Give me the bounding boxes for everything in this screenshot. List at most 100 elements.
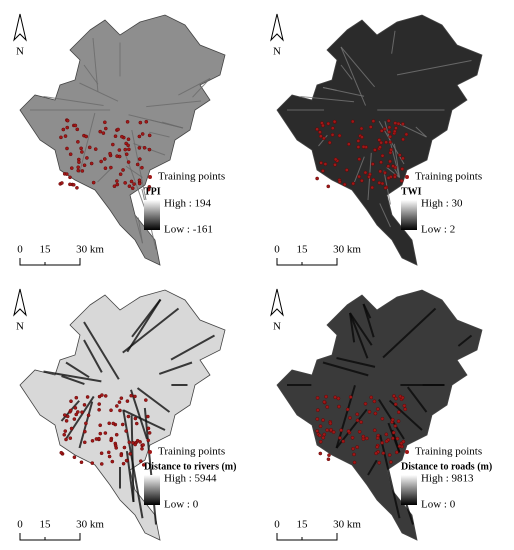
training-point: [109, 438, 113, 443]
training-point: [99, 451, 104, 456]
texture-line: [406, 386, 428, 413]
texture-line: [134, 213, 143, 244]
training-point: [118, 172, 123, 177]
training-point: [102, 157, 107, 161]
training-point: [87, 145, 92, 150]
training-point: [103, 394, 108, 398]
training-point: [68, 408, 73, 413]
training-point: [333, 157, 338, 162]
training-point: [97, 402, 102, 406]
training-point: [79, 146, 83, 151]
training-point: [107, 454, 112, 459]
texture-line: [65, 395, 95, 440]
training-point: [85, 156, 89, 160]
training-point: [348, 395, 353, 399]
training-point: [371, 162, 375, 166]
training-point: [124, 458, 129, 463]
training-point: [384, 140, 388, 145]
region: [276, 289, 483, 541]
texture-line: [61, 375, 85, 385]
training-point: [98, 129, 103, 134]
training-point: [137, 178, 142, 183]
texture-line: [340, 46, 375, 88]
north-arrow: [13, 13, 27, 42]
training-point: [146, 426, 151, 431]
training-point: [135, 162, 140, 167]
training-point: [121, 168, 125, 172]
training-point: [133, 416, 138, 421]
training-point: [144, 398, 148, 402]
training-point: [332, 119, 337, 124]
training-point: [401, 156, 405, 161]
texture-line: [336, 357, 376, 368]
training-point: [114, 432, 119, 437]
training-point: [370, 185, 375, 190]
training-point: [367, 175, 371, 179]
training-point: [317, 433, 322, 438]
training-point: [76, 140, 80, 144]
training-point: [126, 160, 131, 164]
legend-ramp: [144, 200, 160, 230]
training-point: [371, 177, 376, 182]
training-point: [401, 137, 405, 142]
training-point: [124, 152, 129, 157]
training-point: [72, 455, 77, 460]
training-point: [372, 428, 377, 433]
training-point: [130, 186, 135, 191]
training-point: [90, 461, 95, 465]
training-point: [75, 127, 80, 132]
texture-line: [322, 361, 369, 377]
training-point: [377, 460, 382, 465]
training-point: [113, 134, 118, 138]
training-point: [382, 127, 387, 131]
training-point: [315, 396, 320, 400]
legend-points: Training points: [415, 171, 482, 183]
scale-label: 0: [17, 244, 23, 256]
legend-point: [405, 450, 409, 454]
legend-points: Training points: [158, 171, 225, 183]
training-point: [65, 118, 70, 123]
training-point: [375, 445, 379, 449]
texture-line: [415, 126, 427, 138]
training-point: [144, 119, 149, 124]
training-point: [401, 122, 405, 126]
legend-title: TPI: [144, 186, 161, 197]
legend-high: High : 30: [421, 198, 463, 210]
texture-line: [318, 134, 328, 147]
training-point: [394, 450, 399, 455]
training-point: [318, 424, 323, 429]
training-point: [330, 126, 335, 130]
texture-line: [379, 203, 391, 228]
training-point: [111, 142, 115, 147]
training-point: [59, 450, 64, 455]
texture-line: [457, 334, 473, 347]
training-point: [390, 417, 395, 422]
texture-line: [149, 131, 170, 138]
training-point: [381, 451, 386, 455]
training-point: [72, 417, 77, 421]
training-point: [378, 145, 382, 149]
training-point: [374, 451, 378, 456]
training-point: [356, 145, 361, 149]
texture-line: [158, 361, 193, 375]
training-point: [341, 439, 345, 444]
training-point: [361, 434, 366, 439]
training-point: [363, 402, 368, 406]
texture-line: [340, 64, 353, 80]
training-point: [402, 403, 407, 408]
training-point: [337, 133, 342, 138]
training-point: [316, 408, 320, 412]
training-point: [83, 429, 87, 434]
training-point: [122, 445, 127, 450]
legend-title: Distance to rivers (m): [144, 461, 236, 472]
training-point: [109, 165, 113, 170]
training-point: [386, 176, 391, 180]
training-point: [138, 120, 143, 125]
training-point: [103, 126, 108, 131]
training-point: [99, 462, 104, 466]
training-point: [139, 459, 143, 463]
texture-line: [349, 312, 356, 343]
training-point: [125, 399, 130, 403]
texture-line: [136, 387, 171, 413]
